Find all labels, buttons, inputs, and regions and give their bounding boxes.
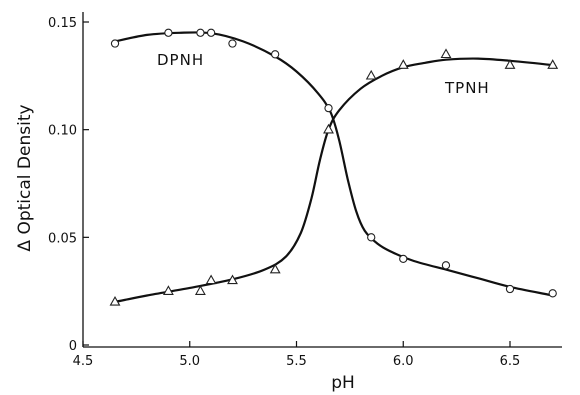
data-point-dpnh (441, 261, 451, 270)
data-point-dpnh (110, 39, 120, 48)
data-point-tpnh (227, 274, 238, 285)
curves-layer (113, 31, 554, 303)
data-point-dpnh (196, 28, 205, 37)
data-point-tpnh (504, 59, 516, 69)
data-point-tpnh (440, 48, 452, 59)
data-point-tpnh (365, 69, 377, 80)
y-axis-title: Δ Optical Density (15, 104, 35, 251)
data-point-dpnh (228, 39, 237, 48)
data-point-dpnh (505, 284, 515, 294)
axes-layer (82, 12, 562, 348)
series-label-dpnh: DPNH (157, 51, 204, 69)
data-point-dpnh (548, 289, 557, 298)
y-tick-label: 0.10 (48, 124, 77, 139)
data-point-tpnh (205, 274, 217, 285)
data-point-dpnh (164, 28, 173, 37)
y-tick-label: 0.15 (48, 16, 77, 31)
x-tick-label: 6.0 (393, 354, 414, 369)
markers-layer (109, 28, 559, 306)
x-axis-title: pH (331, 373, 355, 393)
x-tick-label: 4.5 (73, 354, 94, 369)
data-point-tpnh (162, 285, 174, 295)
data-point-dpnh (367, 233, 376, 242)
series-label-tpnh: TPNH (444, 79, 490, 97)
x-tick-label: 5.5 (286, 354, 307, 369)
data-point-dpnh (324, 103, 333, 113)
data-point-tpnh (323, 123, 334, 134)
y-tick-label: 0 (69, 339, 77, 354)
data-point-tpnh (194, 285, 206, 295)
x-tick-label: 6.5 (500, 354, 521, 369)
ticks-layer: 4.5 5.0 5.5 6.0 6.5 0 0.05 0.10 0.15 (48, 16, 520, 369)
data-point-tpnh (109, 295, 121, 306)
data-point-dpnh (206, 28, 216, 37)
x-tick-label: 5.0 (179, 354, 200, 369)
data-point-dpnh (399, 254, 408, 264)
data-point-tpnh (547, 59, 559, 69)
y-tick-label: 0.05 (48, 231, 77, 246)
data-point-tpnh (397, 59, 409, 69)
data-point-dpnh (270, 50, 280, 59)
series-curve-dpnh (113, 31, 554, 297)
data-point-tpnh (269, 263, 281, 274)
